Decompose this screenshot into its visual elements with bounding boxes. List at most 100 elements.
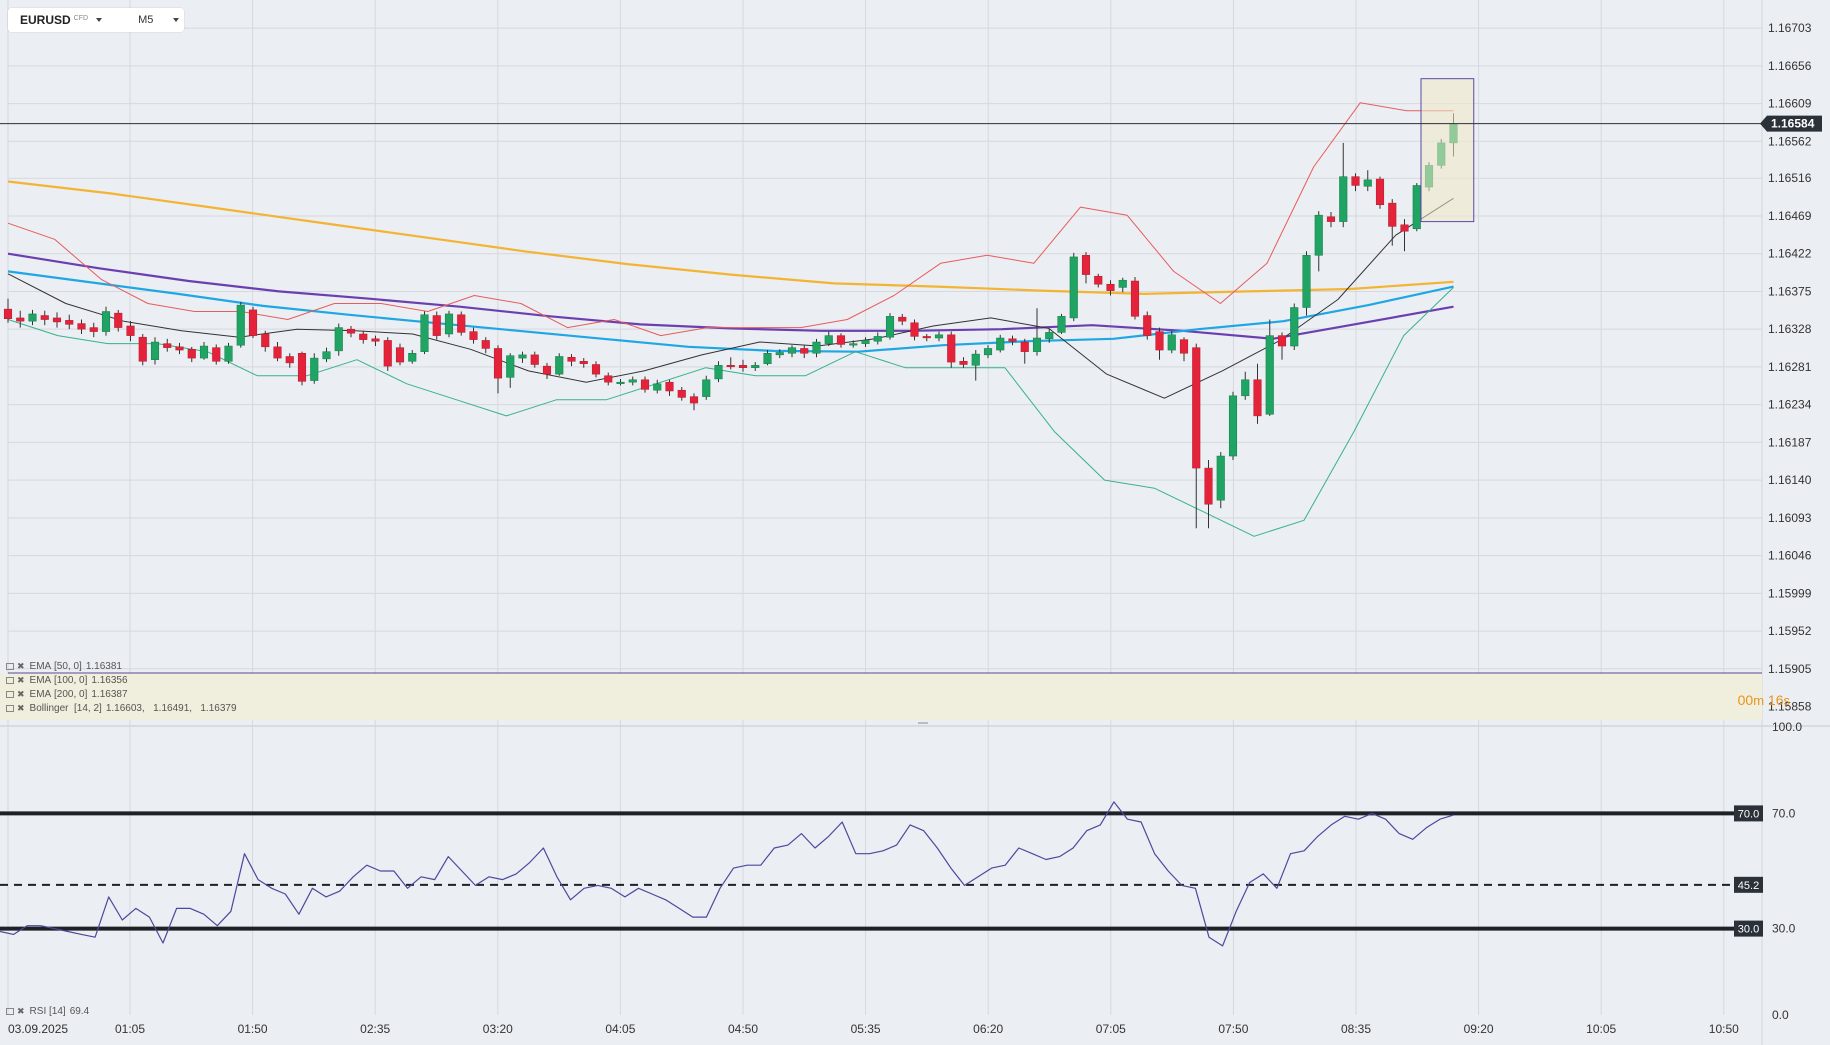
rsi-line: [0, 801, 1454, 947]
candle-body: [3, 308, 13, 319]
candle: [236, 301, 245, 348]
candle-body: [469, 331, 478, 340]
time-tick-label: 06:20: [973, 1022, 1003, 1036]
ema-200-line: [7, 180, 1454, 295]
candle: [971, 350, 980, 381]
timeframe-label[interactable]: M5: [138, 14, 154, 26]
candle-body: [89, 327, 98, 332]
candle: [1302, 251, 1311, 316]
symbol-name: EURUSD: [20, 13, 71, 27]
indicator-value: 1.16387: [91, 689, 128, 700]
candle-body: [224, 345, 233, 362]
time-tick-label: 07:05: [1096, 1022, 1126, 1036]
candle: [420, 311, 429, 355]
candle: [175, 342, 184, 355]
rsi-level-label: 30.0: [1738, 924, 1759, 936]
symbol-dropdown-icon[interactable]: [96, 18, 103, 22]
candle-body: [457, 314, 466, 333]
candle: [77, 319, 86, 334]
remove-icon[interactable]: ✖: [17, 675, 25, 685]
candle: [114, 309, 123, 332]
candle-body: [800, 348, 809, 354]
candle: [1375, 176, 1385, 209]
candle-body: [1179, 339, 1189, 354]
settings-icon[interactable]: [6, 677, 14, 684]
indicator-value: 1.16603, 1.16491, 1.16379: [105, 703, 237, 714]
candle-body: [1069, 256, 1078, 319]
time-tick-label: 07:50: [1218, 1022, 1248, 1036]
candle: [530, 351, 539, 368]
candle-body: [101, 311, 111, 332]
candle-body: [947, 334, 956, 363]
candle: [1363, 170, 1372, 192]
candle: [1094, 273, 1103, 288]
candle-body: [763, 353, 772, 364]
candle-body: [1265, 335, 1274, 415]
candle-body: [910, 322, 919, 337]
candle: [873, 332, 882, 345]
candle-body: [65, 320, 74, 325]
candle: [726, 357, 735, 370]
candle-body: [40, 315, 49, 320]
candle: [408, 350, 417, 364]
settings-icon[interactable]: [6, 691, 14, 698]
candle-body: [236, 304, 245, 346]
candle-body: [248, 309, 258, 336]
candle-body: [138, 336, 147, 362]
ema-100-line: [7, 252, 1454, 340]
candle-body: [702, 379, 711, 397]
candle-body: [285, 356, 294, 364]
candle-body: [653, 383, 662, 391]
indicator-name: RSI: [29, 1006, 47, 1017]
candle-body: [359, 333, 368, 340]
rsi-level-badge: [1734, 876, 1763, 893]
candle: [947, 331, 956, 368]
remove-icon[interactable]: ✖: [17, 703, 25, 713]
candle: [1388, 199, 1397, 246]
remove-icon[interactable]: ✖: [17, 661, 25, 671]
candle: [212, 344, 221, 365]
countdown-minutes: 00: [1737, 692, 1754, 708]
candle: [432, 311, 441, 340]
candle-body: [787, 347, 797, 354]
candle: [457, 311, 466, 336]
candle-body: [346, 328, 356, 334]
time-tick-label: 08:35: [1341, 1022, 1371, 1036]
remove-icon[interactable]: ✖: [17, 1006, 25, 1016]
timeframe-dropdown-icon[interactable]: [173, 18, 180, 22]
candle-body: [114, 312, 123, 328]
symbol-selector[interactable]: EURUSD CFD M5: [8, 8, 184, 32]
candle: [910, 319, 919, 341]
candle-body: [665, 381, 674, 392]
candle-body: [16, 317, 25, 322]
candle: [996, 334, 1005, 353]
settings-icon[interactable]: [6, 1008, 14, 1015]
candle-body: [567, 357, 576, 362]
candle-body: [934, 334, 944, 339]
candle-body: [371, 338, 380, 342]
settings-icon[interactable]: [6, 705, 14, 712]
price-tick-label: 1.15952: [1768, 624, 1812, 638]
candle-body: [812, 341, 821, 354]
candle: [16, 310, 25, 328]
candle: [224, 342, 233, 364]
legend-ema-200: ✖ EMA [200, 0] 1.16387: [6, 689, 128, 700]
price-tick-label: 1.16422: [1768, 247, 1812, 261]
candle-body: [591, 364, 601, 375]
candle-body: [689, 396, 699, 404]
candle: [702, 375, 711, 400]
candle-body: [1045, 332, 1054, 340]
rsi-level-badge: [1734, 805, 1763, 822]
remove-icon[interactable]: ✖: [17, 689, 25, 699]
time-tick-label: 03:20: [483, 1022, 513, 1036]
candle-body: [1290, 307, 1299, 347]
indicator-value: 1.16381: [85, 661, 122, 672]
time-tick-label: 09:20: [1464, 1022, 1494, 1036]
settings-icon[interactable]: [6, 663, 14, 670]
candle-body: [714, 365, 723, 380]
candle-body: [898, 316, 907, 322]
candle-body: [922, 336, 931, 339]
candle-body: [959, 361, 968, 365]
